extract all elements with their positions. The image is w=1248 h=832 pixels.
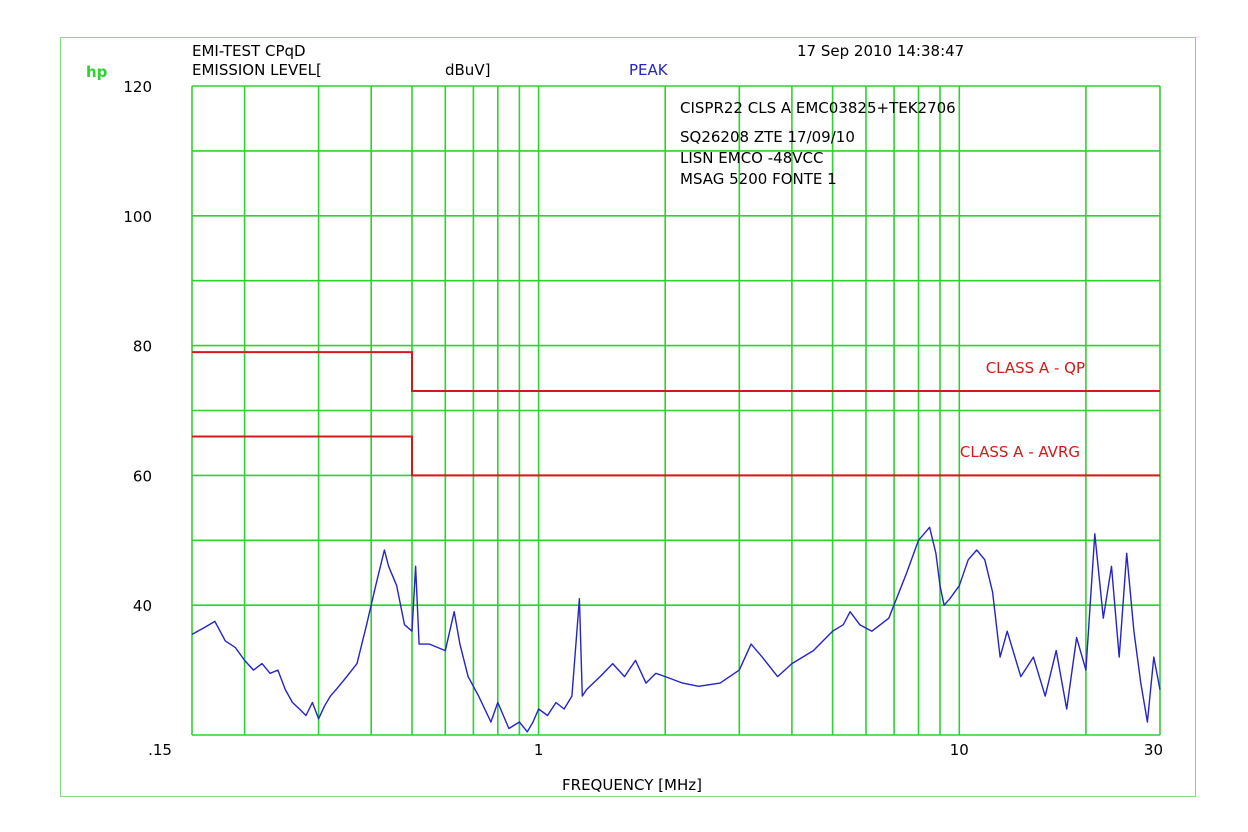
note-line: SQ26208 ZTE 17/09/10 (680, 128, 855, 146)
y-tick-label: 120 (123, 78, 152, 96)
unit-label: dBuV] (445, 61, 490, 79)
y-tick-label: 40 (133, 597, 152, 615)
timestamp: 17 Sep 2010 14:38:47 (797, 42, 964, 60)
x-axis-label: FREQUENCY [MHz] (562, 776, 702, 794)
note-line: LISN EMCO -48VCC (680, 149, 823, 167)
note-line: CISPR22 CLS A EMC03825+TEK2706 (680, 99, 956, 117)
limit-label-avrg: CLASS A - AVRG (960, 443, 1080, 461)
chart-frame (60, 37, 1196, 797)
note-line: MSAG 5200 FONTE 1 (680, 170, 837, 188)
test-notes: CISPR22 CLS A EMC03825+TEK2706 SQ26208 Z… (680, 99, 956, 188)
peak-trace (191, 526, 1161, 733)
x-tick-label: 10 (950, 741, 969, 759)
limit-line-avrg (192, 435, 1160, 477)
y-tick-label: 100 (123, 208, 152, 226)
grid-horizontal (192, 85, 1160, 736)
emission-level-label: EMISSION LEVEL[ (192, 61, 322, 79)
y-tick-labels: 120 100 80 60 40 (123, 78, 152, 615)
limit-line-qp (192, 351, 1160, 392)
hp-logo: hp (86, 63, 108, 81)
series-line-peak (191, 526, 1161, 733)
limit-label-qp: CLASS A - QP (986, 359, 1085, 377)
detector-label: PEAK (629, 61, 669, 79)
x-tick-label: 30 (1144, 741, 1163, 759)
limit-lines (192, 351, 1160, 477)
x-tick-label: .15 (148, 741, 172, 759)
y-tick-label: 80 (133, 338, 152, 356)
test-name: EMI-TEST CPqD (192, 42, 306, 60)
x-tick-labels: .15 1 10 30 (148, 741, 1163, 759)
y-tick-label: 60 (133, 467, 152, 485)
x-tick-label: 1 (534, 741, 544, 759)
